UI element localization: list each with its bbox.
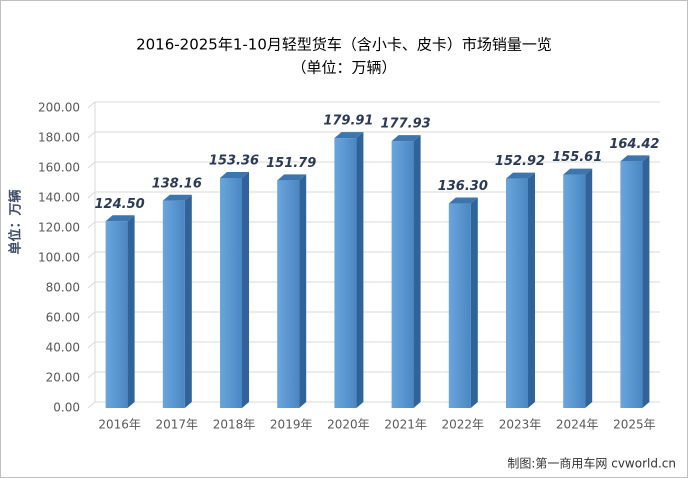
bar bbox=[448, 203, 471, 408]
y-tick-label: 0.00 bbox=[53, 401, 80, 415]
value-label: 136.30 bbox=[438, 179, 488, 194]
y-tick-label: 120.00 bbox=[38, 221, 80, 235]
y-tick-label: 40.00 bbox=[46, 341, 80, 355]
value-label: 164.42 bbox=[609, 137, 659, 152]
bar bbox=[162, 200, 185, 408]
chart-subtitle: （单位：万辆） bbox=[291, 59, 396, 77]
x-tick-label: 2023年 bbox=[499, 418, 542, 432]
x-tick-label: 2024年 bbox=[556, 418, 599, 432]
y-tick-label: 20.00 bbox=[46, 371, 80, 385]
value-label: 124.50 bbox=[95, 197, 145, 212]
x-tick-label: 2016年 bbox=[98, 418, 141, 432]
bar bbox=[620, 161, 643, 408]
bar bbox=[105, 221, 128, 408]
bar-top bbox=[448, 197, 478, 204]
bar bbox=[334, 138, 357, 408]
bar-top bbox=[506, 172, 535, 179]
footer: 制图:第一商用车网 cvworld.cn bbox=[507, 456, 676, 471]
value-label: 152.92 bbox=[495, 154, 545, 169]
bar-side bbox=[413, 135, 421, 409]
y-tick-label: 160.00 bbox=[38, 161, 80, 175]
value-label: 153.36 bbox=[209, 153, 259, 168]
bar-side bbox=[470, 197, 478, 408]
bar-side bbox=[299, 174, 307, 408]
value-label: 179.91 bbox=[323, 114, 373, 129]
bar bbox=[391, 141, 414, 409]
chart-title: 2016-2025年1-10月轻型货车（含小卡、皮卡）市场销量一览 bbox=[136, 36, 552, 54]
value-label: 177.93 bbox=[381, 117, 431, 132]
bar bbox=[506, 178, 528, 408]
y-tick-label: 180.00 bbox=[38, 131, 80, 145]
y-tick-label: 100.00 bbox=[38, 251, 80, 265]
bar-top bbox=[334, 132, 364, 139]
y-tick-label: 80.00 bbox=[46, 281, 80, 295]
x-tick-label: 2025年 bbox=[613, 418, 656, 432]
bar bbox=[277, 180, 300, 408]
bar-top bbox=[563, 168, 593, 175]
bar-side bbox=[585, 168, 593, 408]
y-tick-label: 140.00 bbox=[38, 191, 80, 205]
bar-side bbox=[356, 132, 364, 408]
bar-top bbox=[391, 135, 421, 142]
grid-line bbox=[87, 131, 660, 139]
value-label: 155.61 bbox=[552, 150, 602, 165]
x-tick-label: 2021年 bbox=[384, 418, 427, 432]
bar-side bbox=[642, 155, 650, 408]
bar-top bbox=[105, 215, 135, 222]
bar-top bbox=[620, 155, 650, 162]
y-axis-label: 单位：万辆 bbox=[8, 189, 24, 254]
bar-side bbox=[184, 194, 192, 408]
grid-line bbox=[87, 191, 660, 199]
bar bbox=[563, 174, 586, 408]
bar-top bbox=[277, 174, 307, 181]
x-tick-label: 2017年 bbox=[156, 418, 199, 432]
grid-line bbox=[87, 101, 660, 109]
x-tick-label: 2019年 bbox=[270, 418, 313, 432]
value-label: 151.79 bbox=[266, 156, 316, 171]
value-label: 138.16 bbox=[152, 176, 202, 191]
x-tick-label: 2020年 bbox=[327, 418, 370, 432]
bar bbox=[220, 177, 242, 408]
bar-side bbox=[528, 172, 535, 408]
y-tick-label: 200.00 bbox=[38, 101, 80, 115]
x-tick-label: 2018年 bbox=[213, 418, 256, 432]
grid-line bbox=[87, 161, 660, 169]
x-tick-label: 2022年 bbox=[442, 418, 485, 432]
bar-side bbox=[242, 171, 249, 408]
bar-side bbox=[127, 215, 135, 408]
y-tick-label: 60.00 bbox=[46, 311, 80, 325]
bar-top bbox=[220, 171, 249, 178]
bar-top bbox=[162, 194, 192, 201]
